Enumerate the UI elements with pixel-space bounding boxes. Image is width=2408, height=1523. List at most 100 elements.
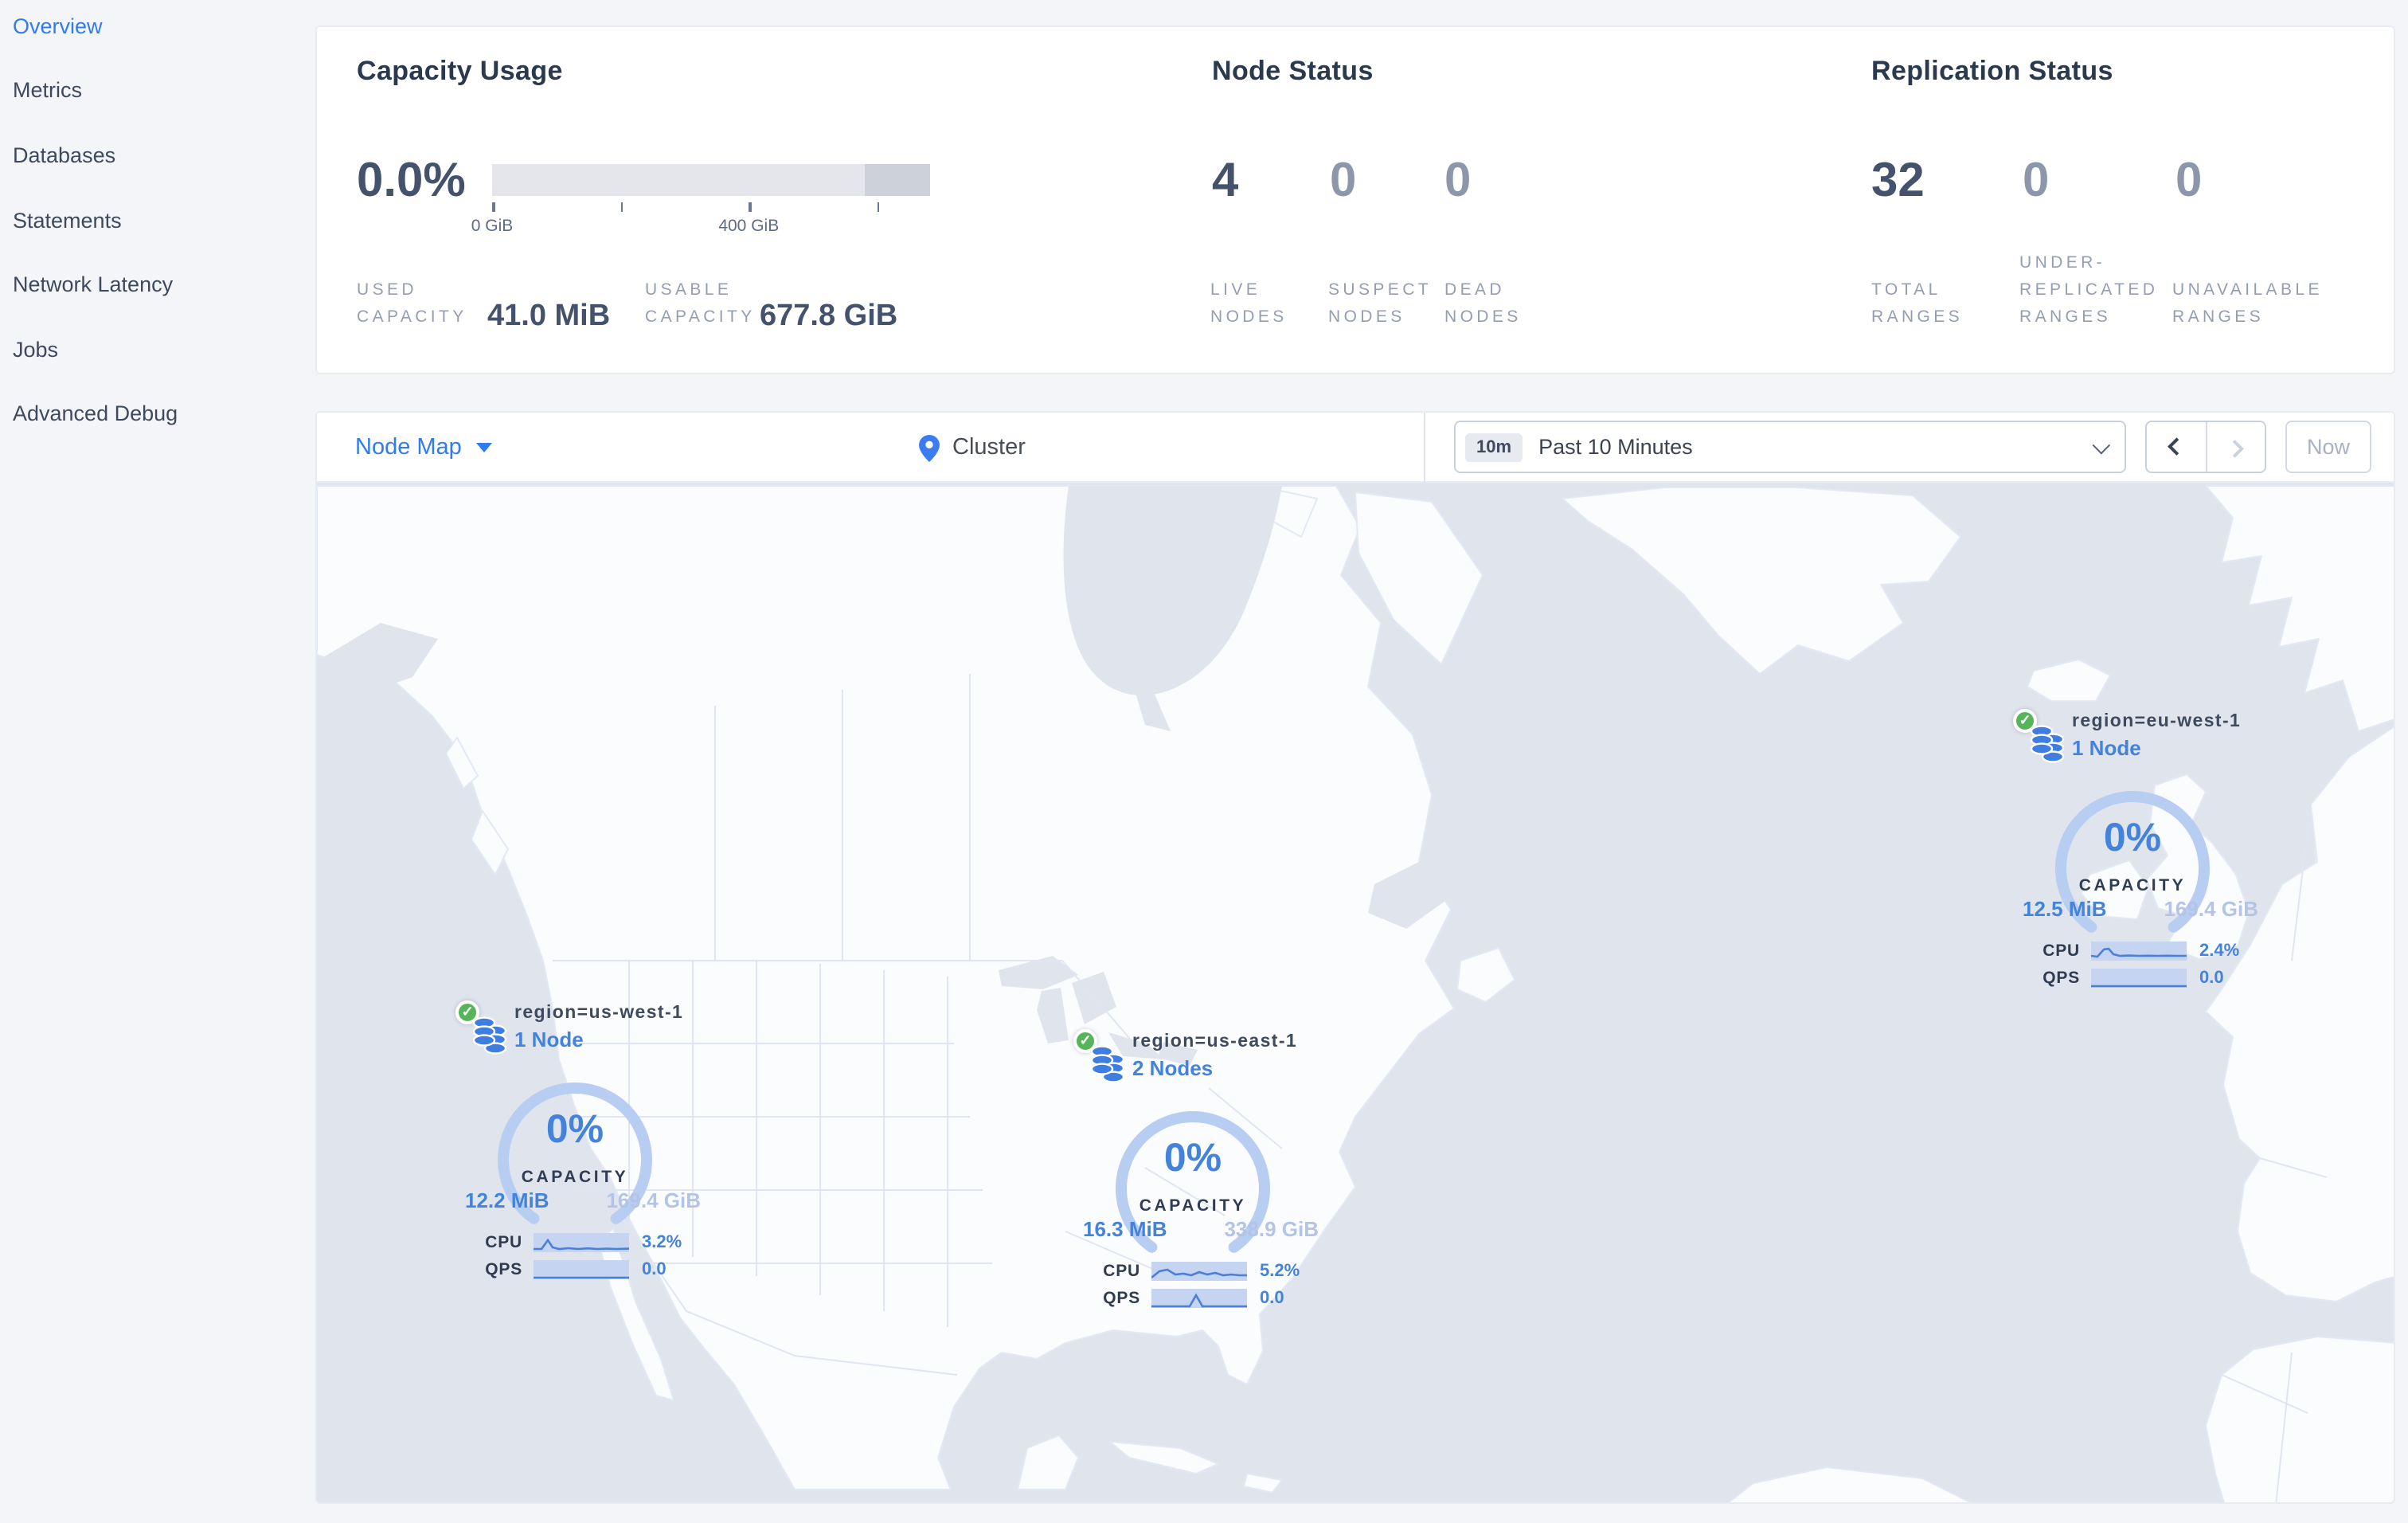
sidebar-item-overview[interactable]: Overview (13, 14, 103, 38)
time-range-pager (2145, 421, 2266, 473)
region-qps-row: QPS 0.0 (2032, 967, 2265, 988)
capacity-axis-label-0: 0 GiB (471, 217, 514, 236)
region-node-count[interactable]: 1 Node (514, 1028, 584, 1051)
view-mode-dropdown[interactable]: Node Map (355, 413, 492, 483)
region-marker-us-west-1[interactable]: ✓ region=us-west-1 1 Node 0% CAPACITY (455, 1000, 710, 1290)
cpu-sparkline (1151, 1261, 1247, 1280)
region-usable-capacity: 169.4 GiB (606, 1188, 701, 1212)
region-used-capacity: 16.3 MiB (1083, 1217, 1167, 1241)
suspect-nodes-label: SUSPECT NODES (1328, 280, 1432, 327)
region-marker-eu-west-1[interactable]: ✓ region=eu-west-1 1 Node 0% CAPACITY (2013, 709, 2268, 999)
map-toolbar: Node Map Cluster 10m Past 10 Minutes N (317, 413, 2394, 483)
toolbar-divider (1424, 413, 1425, 483)
suspect-nodes-count: 0 (1330, 155, 1357, 207)
qps-sparkline (1151, 1288, 1247, 1307)
chevron-left-icon (2168, 437, 2187, 455)
region-capacity-percent: 0% (1163, 1136, 1222, 1180)
capacity-arc (2055, 791, 2210, 933)
capacity-usage-percent: 0.0% (357, 155, 466, 207)
sidebar-nav-list: Overview Metrics Databases Statements Ne… (0, 0, 315, 446)
under-replicated-ranges-label: UNDER- REPLICATED RANGES (2019, 253, 2159, 327)
qps-value: 0.0 (1260, 1288, 1284, 1307)
breadcrumb-label: Cluster (952, 435, 1026, 460)
live-nodes-label: LIVE NODES (1210, 280, 1288, 327)
qps-label: QPS (485, 1259, 522, 1278)
total-ranges-count: 32 (1871, 155, 1925, 207)
capacity-usage-bar: 0 GiB 400 GiB (471, 164, 930, 236)
dead-nodes-count: 0 (1444, 155, 1472, 207)
time-range-select[interactable]: 10m Past 10 Minutes (1454, 421, 2126, 473)
region-capacity-label: CAPACITY (2078, 876, 2187, 895)
usable-capacity-label: USABLE CAPACITY (645, 280, 756, 327)
caret-down-icon (475, 443, 492, 452)
qps-value: 0.0 (642, 1259, 666, 1278)
region-name: region=us-west-1 (514, 1004, 684, 1023)
capacity-gauge: 0% CAPACITY (1105, 1109, 1280, 1262)
next-range-button[interactable] (2205, 422, 2265, 472)
map-pin-icon (919, 434, 940, 461)
qps-sparkline (2091, 968, 2187, 987)
now-button[interactable]: Now (2285, 421, 2371, 473)
cpu-value: 2.4% (2199, 941, 2240, 960)
capacity-axis-tick (749, 202, 752, 212)
capacity-arc (1116, 1111, 1270, 1253)
capacity-axis-tick (492, 202, 494, 212)
sidebar-item-advanced-debug[interactable]: Advanced Debug (13, 401, 178, 426)
cpu-value: 3.2% (642, 1232, 682, 1251)
capacity-axis-label-400: 400 GiB (718, 217, 780, 236)
region-usable-capacity: 338.9 GiB (1224, 1217, 1319, 1241)
region-node-count[interactable]: 1 Node (2072, 736, 2141, 760)
qps-label: QPS (1103, 1288, 1140, 1307)
cpu-value: 5.2% (1260, 1261, 1300, 1280)
region-capacity-label: CAPACITY (1139, 1196, 1247, 1216)
capacity-usage-title: Capacity Usage (357, 56, 563, 86)
region-qps-row: QPS 0.0 (1093, 1287, 1325, 1308)
used-capacity-label: USED CAPACITY (357, 280, 467, 327)
time-range-value: Past 10 Minutes (1538, 435, 1693, 459)
under-replicated-ranges-count: 0 (2023, 155, 2050, 207)
cpu-sparkline (2090, 941, 2187, 960)
unavailable-ranges-label: UNAVAILABLE RANGES (2172, 280, 2323, 327)
capacity-axis-tick (620, 202, 624, 212)
qps-label: QPS (2042, 968, 2080, 987)
sidebar-item-network-latency[interactable]: Network Latency (13, 272, 174, 297)
dead-nodes-label: DEAD NODES (1444, 280, 1522, 327)
region-cpu-row: CPU 3.2% (475, 1231, 707, 1252)
sidebar-item-databases[interactable]: Databases (13, 143, 116, 167)
chevron-right-icon (2225, 439, 2244, 457)
cpu-label: CPU (2042, 941, 2080, 960)
region-node-count[interactable]: 2 Nodes (1132, 1056, 1214, 1080)
region-used-capacity: 12.5 MiB (2023, 897, 2107, 921)
region-name: region=us-east-1 (1132, 1032, 1298, 1051)
database-icon (2030, 725, 2065, 763)
node-status-title: Node Status (1212, 56, 1374, 86)
region-qps-row: QPS 0.0 (475, 1259, 707, 1279)
sidebar-item-jobs[interactable]: Jobs (13, 337, 59, 362)
capacity-axis-tick (877, 202, 880, 212)
cpu-sparkline (534, 1232, 630, 1251)
node-map-panel: Node Map Cluster 10m Past 10 Minutes N (315, 411, 2395, 1504)
qps-value: 0.0 (2199, 968, 2224, 987)
used-capacity-value: 41.0 MiB (487, 300, 611, 333)
node-map[interactable]: ✓ region=us-west-1 1 Node 0% CAPACITY (317, 483, 2394, 1502)
chevron-down-icon (2092, 435, 2111, 454)
region-usable-capacity: 169.4 GiB (2164, 897, 2258, 921)
view-mode-label: Node Map (355, 435, 462, 460)
sidebar-item-metrics[interactable]: Metrics (13, 78, 82, 103)
capacity-gauge: 0% CAPACITY (2045, 789, 2220, 942)
sidebar-item-statements[interactable]: Statements (13, 208, 122, 233)
cpu-label: CPU (485, 1232, 522, 1251)
region-capacity-percent: 0% (2103, 816, 2162, 860)
previous-range-button[interactable] (2147, 422, 2205, 472)
time-range-badge: 10m (1465, 433, 1523, 461)
region-cpu-row: CPU 2.4% (2032, 940, 2265, 961)
cluster-summary-panel: Capacity Usage 0.0% 0 GiB 400 GiB USED C… (315, 25, 2395, 374)
region-marker-us-east-1[interactable]: ✓ region=us-east-1 2 Nodes 0% CAPACITY (1073, 1029, 1328, 1319)
database-icon (1090, 1045, 1125, 1083)
qps-sparkline (534, 1259, 629, 1278)
breadcrumb[interactable]: Cluster (919, 413, 1026, 483)
cpu-label: CPU (1103, 1261, 1140, 1280)
replication-status-title: Replication Status (1871, 56, 2113, 86)
region-used-capacity: 12.2 MiB (465, 1188, 549, 1212)
